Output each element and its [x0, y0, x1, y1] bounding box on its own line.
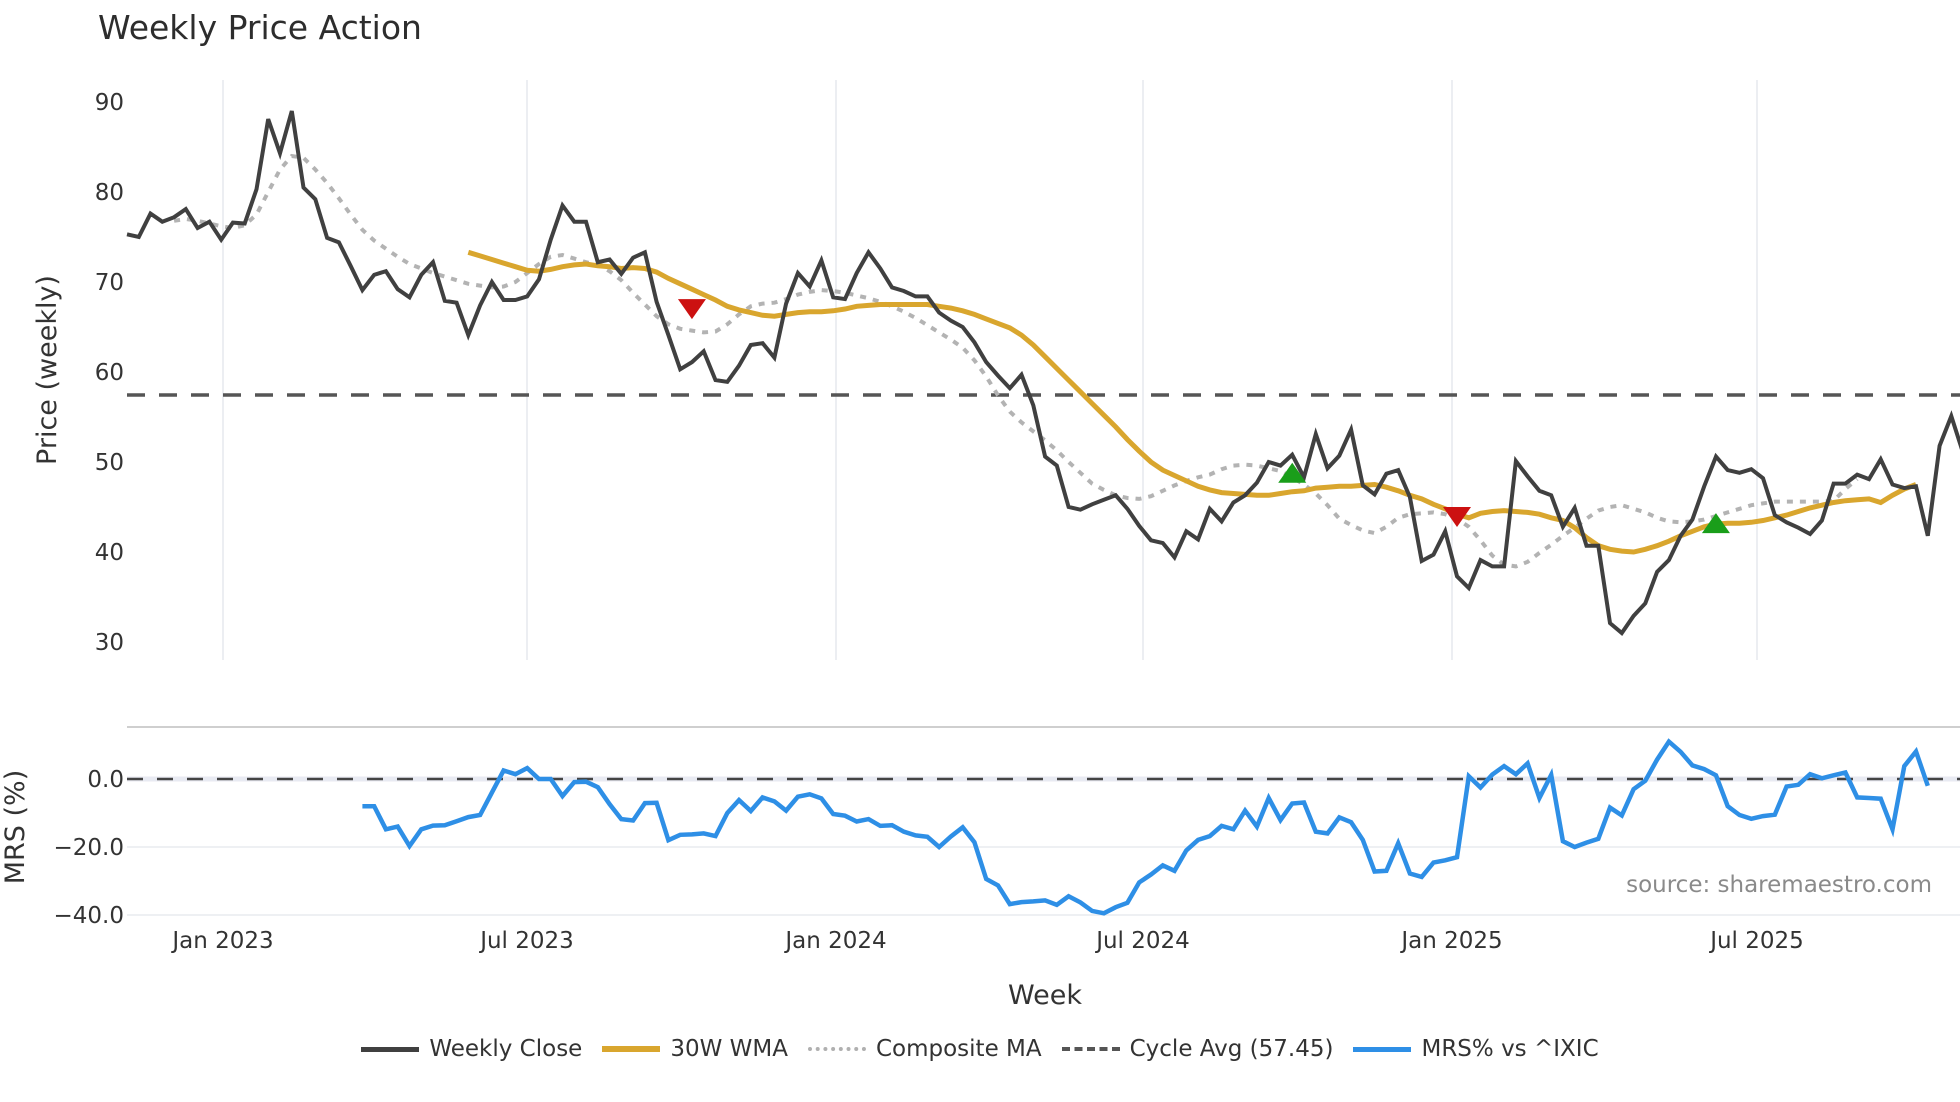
legend-label: MRS% vs ^IXIC: [1421, 1036, 1599, 1062]
legend-swatch-icon: [1353, 1046, 1412, 1052]
legend-item-weekly-close[interactable]: Weekly Close: [361, 1036, 582, 1062]
legend-swatch-icon: [361, 1046, 420, 1052]
mrs-y-axis: 0.0 −20.0 −40.0: [54, 767, 124, 929]
weekly-close-line: [126, 110, 1960, 636]
legend-label: Weekly Close: [429, 1036, 583, 1062]
legend-item-cycle-avg[interactable]: Cycle Avg (57.45): [1061, 1036, 1334, 1062]
svg-text:Jan 2023: Jan 2023: [170, 928, 273, 954]
svg-text:−20.0: −20.0: [54, 835, 124, 861]
svg-text:30: 30: [95, 630, 124, 656]
mrs-y-axis-label: MRS (%): [0, 770, 31, 885]
svg-text:40: 40: [95, 540, 124, 566]
legend-item-wma[interactable]: 30W WMA: [602, 1036, 788, 1062]
svg-text:70: 70: [95, 270, 124, 296]
wma-30w-line: [467, 249, 1917, 555]
legend-swatch-icon: [1061, 1047, 1120, 1051]
chart-title: Weekly Price Action: [98, 8, 422, 47]
composite-ma-line: [173, 153, 1859, 569]
legend-item-mrs[interactable]: MRS% vs ^IXIC: [1353, 1036, 1599, 1062]
sell-signal-icon: [677, 299, 706, 320]
buy-signal-icon: [1278, 462, 1307, 483]
legend-label: Composite MA: [875, 1036, 1042, 1062]
mrs-line: [362, 738, 1930, 916]
svg-text:50: 50: [95, 450, 124, 476]
buy-signal-icon: [1701, 513, 1730, 534]
legend-swatch-icon: [602, 1046, 661, 1052]
legend-swatch-icon: [807, 1047, 866, 1051]
sell-signal-icon: [1443, 507, 1472, 527]
price-y-axis: 30 40 50 60 70 80 90: [95, 90, 124, 656]
price-y-axis-label: Price (weekly): [32, 275, 63, 465]
x-axis-label: Week: [1008, 980, 1082, 1011]
legend-item-composite-ma[interactable]: Composite MA: [807, 1036, 1042, 1062]
legend-label: Cycle Avg (57.45): [1129, 1036, 1334, 1062]
svg-text:60: 60: [95, 360, 124, 386]
svg-text:Jul 2023: Jul 2023: [478, 928, 574, 954]
svg-text:Jul 2024: Jul 2024: [1094, 928, 1190, 954]
source-label: source: sharemaestro.com: [1626, 872, 1932, 898]
legend-label: 30W WMA: [670, 1036, 788, 1062]
svg-text:Jul 2025: Jul 2025: [1708, 928, 1804, 954]
svg-text:80: 80: [95, 180, 124, 206]
legend: Weekly Close 30W WMA Composite MA Cycle …: [0, 1036, 1960, 1062]
x-axis: Jan 2023 Jul 2023 Jan 2024 Jul 2024 Jan 2025…: [170, 928, 1803, 954]
svg-text:Jan 2024: Jan 2024: [783, 928, 886, 954]
vertical-gridlines: [222, 80, 1758, 660]
svg-text:0.0: 0.0: [87, 767, 124, 793]
svg-text:Jan 2025: Jan 2025: [1399, 928, 1502, 954]
svg-text:90: 90: [95, 90, 124, 116]
signal-markers: [677, 299, 1730, 534]
svg-text:−40.0: −40.0: [54, 903, 124, 929]
